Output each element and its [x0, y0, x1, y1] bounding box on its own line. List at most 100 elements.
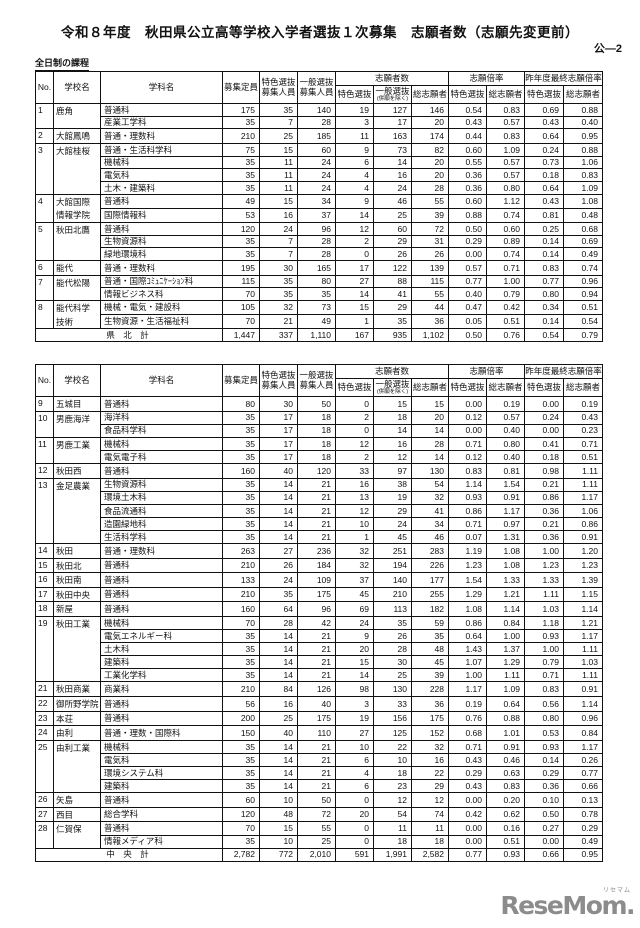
- table-row: 建築科 35 14 21 6 23 29 0.43 0.83 0.36 0.66: [36, 779, 603, 794]
- value-cell: 0.47: [448, 299, 487, 316]
- value-cell: 0.64: [448, 629, 487, 644]
- value-cell: 35: [222, 739, 260, 754]
- value-cell: 0.21: [524, 477, 564, 492]
- value-cell: 14: [259, 766, 298, 781]
- no-cell: 8: [35, 299, 54, 330]
- col-header-school: 学校名: [53, 71, 101, 104]
- value-cell: 21: [297, 516, 336, 531]
- school-name-line: 秋田工業: [56, 619, 91, 629]
- value-cell: 0.71: [448, 436, 487, 451]
- value-cell: 115: [411, 274, 449, 289]
- school-name-line: 矢島: [56, 795, 74, 806]
- value-cell: 0.83: [486, 779, 525, 794]
- department-cell: 情報メディア科: [100, 834, 223, 849]
- central-region-table: No. 学校名 学科名 募集定員 特色選抜 募集人員 一般選抜 募集人員 志願者数 志願倍率 昨年度…: [35, 364, 603, 862]
- value-cell: 175: [411, 710, 449, 727]
- value-cell: 0.36: [448, 168, 487, 183]
- no-cell: 3: [35, 142, 54, 195]
- value-cell: 6: [335, 155, 374, 170]
- value-cell: 35: [222, 629, 260, 644]
- value-cell: 109: [297, 572, 336, 588]
- value-cell: 25: [297, 834, 336, 849]
- department-cell: 総合学科: [100, 806, 223, 823]
- value-cell: 11: [373, 821, 412, 836]
- value-cell: 1.00: [486, 629, 525, 644]
- value-cell: 0.91: [486, 739, 525, 754]
- value-cell: 130: [411, 462, 449, 479]
- school-name-line: 情報学院: [56, 210, 91, 221]
- value-cell: 1.54: [486, 477, 525, 492]
- value-cell: 72: [297, 806, 336, 823]
- value-cell: 0.83: [524, 259, 564, 276]
- value-cell: 0.00: [448, 821, 487, 836]
- value-cell: 60: [222, 792, 260, 808]
- value-cell: 0.29: [524, 766, 564, 781]
- value-cell: 0.12: [448, 449, 487, 464]
- value-cell: 0.60: [486, 221, 525, 236]
- school-name-line: 鹿角: [56, 106, 74, 116]
- total-value-cell: 591: [335, 847, 374, 862]
- department-cell: 国際情報科: [100, 207, 223, 223]
- value-cell: 35: [373, 314, 412, 330]
- school-name-cell: 秋田中央: [53, 586, 101, 603]
- value-cell: 0: [335, 423, 374, 438]
- value-cell: 25: [373, 668, 412, 683]
- value-cell: 1.14: [486, 601, 525, 617]
- department-cell: 工業化学科: [100, 668, 223, 683]
- value-cell: 53: [222, 207, 260, 223]
- value-cell: 0.62: [486, 806, 525, 823]
- value-cell: 1.14: [563, 696, 603, 712]
- value-cell: 0.05: [448, 314, 487, 330]
- value-cell: 1.11: [563, 462, 603, 479]
- school-name-cell: 大館鳳鳴: [53, 128, 101, 144]
- value-cell: 15: [259, 193, 298, 209]
- department-cell: 普通・国際ｺﾐｭﾆｹｰｼｮﾝ科: [100, 274, 223, 289]
- total-value-cell: 2,582: [411, 847, 449, 862]
- value-cell: 0.26: [563, 752, 603, 768]
- value-cell: 10: [259, 834, 298, 849]
- value-cell: 4: [335, 766, 374, 781]
- value-cell: 0.51: [486, 314, 525, 330]
- value-cell: 14: [259, 503, 298, 518]
- value-cell: 21: [297, 629, 336, 644]
- total-value-cell: 0.76: [486, 328, 525, 342]
- value-cell: 0.98: [524, 462, 564, 479]
- value-cell: 0.79: [486, 287, 525, 301]
- value-cell: 1.07: [448, 655, 487, 670]
- value-cell: 20: [411, 410, 449, 425]
- table-row: 12 秋田西 普通科 160 40 120 33 97 130 0.83 0.81 0.98 1.11: [35, 462, 603, 479]
- value-cell: 35: [222, 449, 260, 464]
- value-cell: 35: [222, 168, 260, 183]
- table-row: 電気エネルギー科 35 14 21 9 26 35 0.64 1.00 0.93 1.17: [36, 629, 603, 644]
- table-row: 14 秋田 普通・理数科 263 27 236 32 251 283 1.19 1.08 1.00 1.…: [35, 543, 603, 559]
- school-name-line: 大館桂桜: [56, 145, 91, 156]
- value-cell: 1.11: [563, 642, 603, 657]
- value-cell: 1.14: [448, 477, 487, 492]
- value-cell: 21: [297, 752, 336, 768]
- value-cell: 2: [335, 234, 374, 249]
- value-cell: 35: [222, 477, 260, 492]
- value-cell: 0.49: [563, 247, 603, 261]
- value-cell: 44: [411, 299, 449, 316]
- value-cell: 35: [222, 529, 260, 545]
- value-cell: 139: [411, 259, 449, 276]
- table-row: 23 本荘 普通科 200 25 175 19 156 175 0.76 0.88 0.80 0.96: [35, 710, 603, 727]
- value-cell: 263: [222, 543, 260, 559]
- value-cell: 56: [222, 696, 260, 712]
- value-cell: 182: [411, 601, 449, 617]
- value-cell: 29: [411, 779, 449, 794]
- no-cell: 18: [35, 601, 54, 617]
- total-value-cell: 772: [259, 847, 298, 862]
- value-cell: 21: [297, 503, 336, 518]
- value-cell: 0.71: [486, 259, 525, 276]
- total-row-label: 県 北 計: [35, 328, 223, 342]
- value-cell: 35: [222, 410, 260, 425]
- value-cell: 37: [335, 572, 374, 588]
- value-cell: 15: [335, 299, 374, 316]
- value-cell: 160: [222, 462, 260, 479]
- value-cell: 41: [411, 503, 449, 518]
- school-name-cell: 仁賀保: [53, 821, 101, 849]
- total-value-cell: 0.50: [448, 328, 487, 342]
- value-cell: 35: [222, 503, 260, 518]
